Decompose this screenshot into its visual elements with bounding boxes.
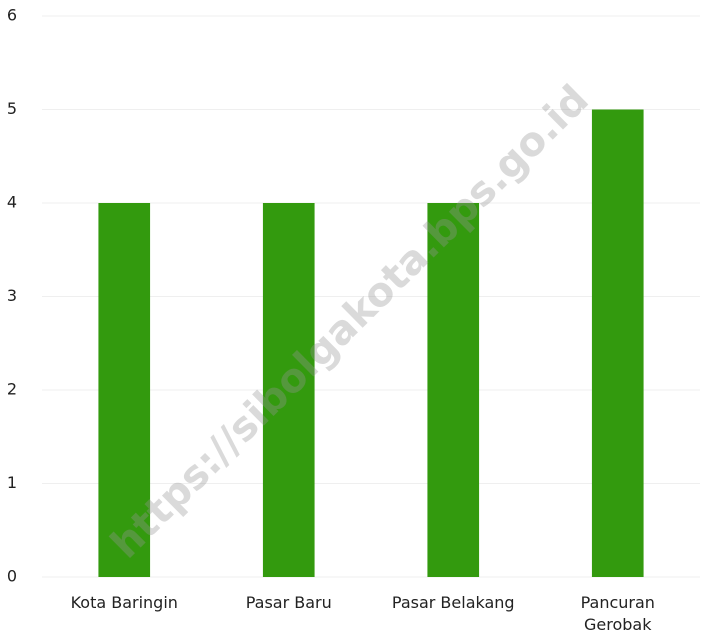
y-tick-label: 5 (7, 99, 17, 118)
y-tick-label: 3 (7, 286, 17, 305)
y-tick-label: 2 (7, 380, 17, 399)
x-tick-label: Pasar Belakang (391, 593, 515, 612)
bar (591, 109, 644, 577)
bar (262, 203, 315, 577)
x-tick-label: Kota Baringin (70, 593, 178, 612)
y-tick-label: 6 (7, 6, 17, 25)
y-tick-label: 1 (7, 473, 17, 492)
x-tick-label: Pasar Baru (245, 593, 332, 612)
y-tick-label: 4 (7, 193, 17, 212)
bar (427, 203, 480, 577)
y-tick-label: 0 (7, 567, 17, 586)
bar (98, 203, 151, 577)
x-tick-label: Pancuran Gerobak (580, 593, 655, 634)
